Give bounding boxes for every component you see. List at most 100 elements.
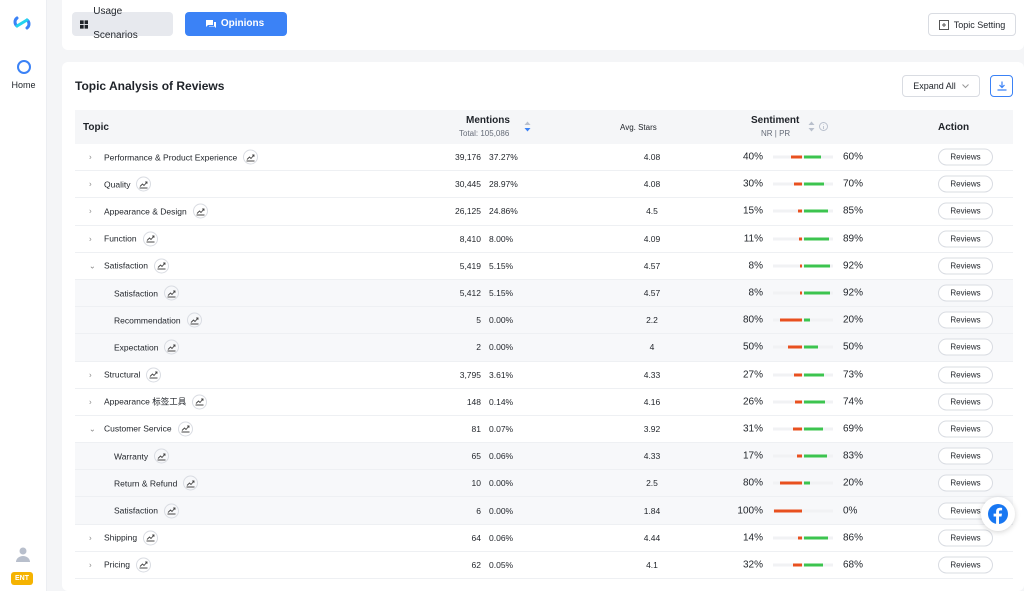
- table-row[interactable]: ⌄ Customer Service 81 0.07% 3.92 31% 69% Rev…: [75, 416, 1013, 444]
- positive-rate: 74%: [843, 396, 864, 408]
- chevron-down-icon[interactable]: ⌄: [89, 261, 96, 271]
- sidebar-item-home[interactable]: Home: [0, 60, 47, 90]
- table-row[interactable]: Warranty 65 0.06% 4.33 17% 83% Reviews: [75, 443, 1013, 471]
- chevron-right-icon[interactable]: ›: [89, 397, 92, 407]
- chevron-right-icon[interactable]: ›: [89, 533, 92, 543]
- sort-icon[interactable]: [524, 121, 531, 132]
- topic-cell: Appearance 标签工具: [104, 394, 208, 410]
- sentiment-bar: [773, 209, 833, 213]
- trend-chart-icon[interactable]: [143, 530, 159, 546]
- chevron-down-icon[interactable]: ⌄: [89, 424, 96, 434]
- topic-cell: Recommendation: [114, 312, 202, 328]
- reviews-button[interactable]: Reviews: [938, 556, 993, 574]
- reviews-button[interactable]: Reviews: [938, 338, 993, 356]
- avg-stars: 4.5: [646, 206, 658, 217]
- reviews-button[interactable]: Reviews: [938, 257, 993, 275]
- mentions-count: 5: [476, 315, 481, 326]
- trend-chart-icon[interactable]: [163, 285, 179, 301]
- positive-rate: 50%: [843, 341, 864, 353]
- positive-bar: [804, 264, 830, 268]
- negative-bar: [798, 209, 802, 213]
- expand-all-dropdown[interactable]: Expand All: [902, 75, 980, 97]
- top-bar: Usage Scenarios Opinions Topic Setting: [62, 0, 1024, 50]
- topic-cell: Satisfaction: [104, 258, 169, 274]
- trend-chart-icon[interactable]: [164, 339, 180, 355]
- mentions-percent: 0.00%: [489, 342, 514, 353]
- trend-chart-icon[interactable]: [192, 203, 208, 219]
- positive-rate: 20%: [843, 314, 864, 326]
- download-button[interactable]: [990, 75, 1013, 97]
- negative-rate: 26%: [742, 396, 763, 408]
- table-row[interactable]: Recommendation 5 0.00% 2.2 80% 20% Reviews: [75, 307, 1013, 335]
- trend-chart-icon[interactable]: [142, 231, 158, 247]
- card-title: Topic Analysis of Reviews: [75, 79, 225, 93]
- table-row[interactable]: › Quality 30,445 28.97% 4.08 30% 70% Reviews: [75, 171, 1013, 199]
- topic-cell: Return & Refund: [114, 475, 199, 491]
- reviews-button[interactable]: Reviews: [938, 284, 993, 302]
- tab-opinions[interactable]: Opinions: [185, 12, 287, 36]
- table-row[interactable]: Satisfaction 6 0.00% 1.84 100% 0% Reviews: [75, 497, 1013, 525]
- table-row[interactable]: › Appearance & Design 26,125 24.86% 4.5 15%…: [75, 198, 1013, 226]
- table-row[interactable]: ⌄ Satisfaction 5,419 5.15% 4.57 8% 92% Revie…: [75, 253, 1013, 280]
- reviews-button[interactable]: Reviews: [938, 420, 993, 438]
- header-sentiment[interactable]: Sentiment: [751, 115, 800, 126]
- table-row[interactable]: › Structural 3,795 3.61% 4.33 27% 73% Review…: [75, 362, 1013, 389]
- mentions-count: 62: [471, 559, 481, 570]
- trend-chart-icon[interactable]: [146, 367, 162, 383]
- chevron-right-icon[interactable]: ›: [89, 206, 92, 216]
- tab-usage-scenarios[interactable]: Usage Scenarios: [72, 6, 173, 41]
- negative-bar: [780, 481, 802, 485]
- table-row[interactable]: › Appearance 标签工具 148 0.14% 4.16 26% 74% Rev…: [75, 389, 1013, 416]
- trend-chart-icon[interactable]: [153, 258, 169, 274]
- trend-chart-icon[interactable]: [192, 394, 208, 410]
- reviews-button[interactable]: Reviews: [938, 175, 993, 193]
- table-row[interactable]: Return & Refund 10 0.00% 2.5 80% 20% Reviews: [75, 470, 1013, 498]
- reviews-button[interactable]: Reviews: [938, 474, 993, 492]
- chevron-right-icon[interactable]: ›: [89, 179, 92, 189]
- positive-bar: [804, 400, 825, 404]
- table-row[interactable]: › Shipping 64 0.06% 4.44 14% 86% Reviews: [75, 525, 1013, 552]
- chevron-right-icon[interactable]: ›: [89, 560, 92, 570]
- sort-icon[interactable]: [808, 121, 815, 132]
- trend-chart-icon[interactable]: [243, 149, 259, 165]
- reviews-button[interactable]: Reviews: [938, 311, 993, 329]
- info-icon[interactable]: [819, 122, 828, 131]
- reviews-button[interactable]: Reviews: [938, 202, 993, 220]
- chevron-right-icon[interactable]: ›: [89, 152, 92, 162]
- mentions-percent: 0.05%: [489, 559, 514, 570]
- table-row[interactable]: Expectation 2 0.00% 4 50% 50% Reviews: [75, 334, 1013, 362]
- reviews-button[interactable]: Reviews: [938, 447, 993, 465]
- negative-bar: [791, 155, 802, 159]
- table-row[interactable]: Satisfaction 5,412 5.15% 4.57 8% 92% Reviews: [75, 279, 1013, 308]
- topic-setting-button[interactable]: Topic Setting: [928, 13, 1016, 36]
- facebook-button[interactable]: [981, 497, 1015, 531]
- table-row[interactable]: › Pricing 62 0.05% 4.1 32% 68% Reviews: [75, 552, 1013, 579]
- table-row[interactable]: › Function 8,410 8.00% 4.09 11% 89% Reviews: [75, 226, 1013, 253]
- reviews-button[interactable]: Reviews: [938, 393, 993, 411]
- reviews-button[interactable]: Reviews: [938, 148, 993, 166]
- trend-chart-icon[interactable]: [163, 503, 179, 519]
- sentiment-bar: [773, 237, 833, 241]
- trend-chart-icon[interactable]: [154, 448, 170, 464]
- reviews-button[interactable]: Reviews: [938, 529, 993, 547]
- user-avatar-icon[interactable]: [15, 546, 31, 562]
- negative-bar: [780, 318, 802, 322]
- positive-bar: [804, 536, 828, 540]
- logo-icon[interactable]: [11, 12, 33, 34]
- trend-chart-icon[interactable]: [177, 421, 193, 437]
- table-row[interactable]: › Performance & Product Experience 39,17…: [75, 144, 1013, 172]
- header-mentions[interactable]: Mentions: [466, 115, 510, 126]
- trend-chart-icon[interactable]: [136, 176, 152, 192]
- chevron-right-icon[interactable]: ›: [89, 370, 92, 380]
- positive-rate: 89%: [843, 233, 864, 245]
- reviews-button[interactable]: Reviews: [938, 366, 993, 384]
- trend-chart-icon[interactable]: [135, 557, 151, 573]
- negative-bar: [788, 345, 802, 349]
- topic-cell: Appearance & Design: [104, 203, 208, 219]
- positive-rate: 92%: [843, 287, 864, 299]
- trend-chart-icon[interactable]: [183, 475, 199, 491]
- avg-stars: 2.5: [646, 478, 658, 489]
- chevron-right-icon[interactable]: ›: [89, 234, 92, 244]
- reviews-button[interactable]: Reviews: [938, 230, 993, 248]
- trend-chart-icon[interactable]: [186, 312, 202, 328]
